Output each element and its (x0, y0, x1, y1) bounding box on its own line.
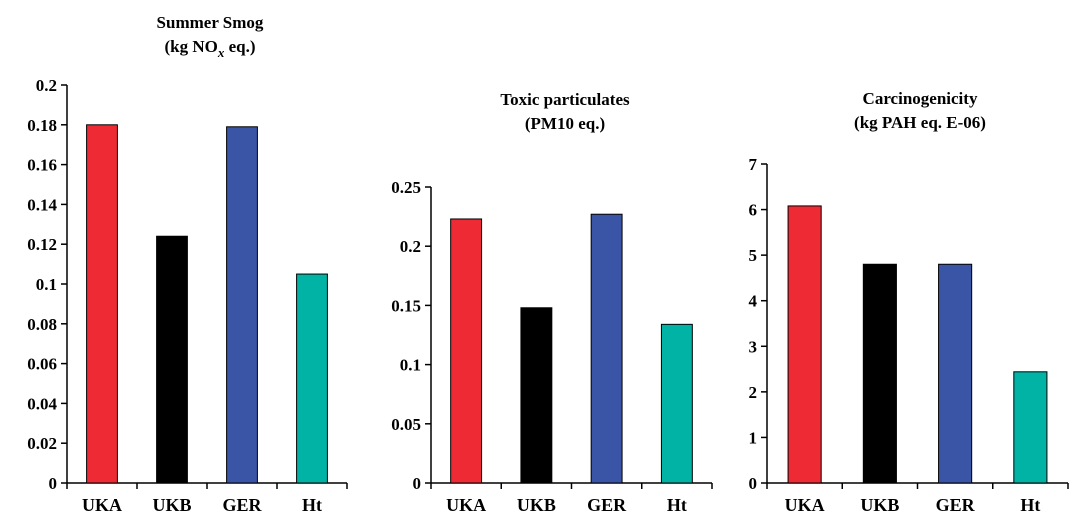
toxic-particulates-bar-ukb (521, 308, 552, 483)
toxic-particulates-category-label: Ht (667, 495, 687, 515)
summer-smog-y-tick-label: 0.16 (27, 156, 57, 175)
toxic-particulates-title: Toxic particulates (500, 90, 630, 109)
carcinogenicity-y-tick-label: 1 (749, 428, 758, 447)
summer-smog-y-tick-label: 0.18 (27, 116, 57, 135)
toxic-particulates-y-tick-label: 0.15 (391, 296, 421, 315)
carcinogenicity-y-tick-label: 0 (749, 474, 758, 493)
summer-smog-category-label: UKB (152, 495, 191, 515)
carcinogenicity-y-tick-label: 5 (749, 246, 758, 265)
summer-smog-title: Summer Smog (157, 13, 264, 32)
chart-toxic-particulates: Toxic particulates (PM10 eq.) 0 0.05 0.1 0.15… (391, 90, 712, 515)
chart-carcinogenicity: Carcinogenicity (kg PAH eq. E-06) 0 1 2 3 4 5 6 7… (749, 89, 1069, 515)
toxic-particulates-y-tick-label: 0.25 (391, 178, 421, 197)
toxic-particulates-category-label: UKA (446, 495, 486, 515)
toxic-particulates-y-tick-label: 0.05 (391, 415, 421, 434)
carcinogenicity-category-label: Ht (1020, 495, 1040, 515)
toxic-particulates-bar-uka (451, 219, 482, 483)
carcinogenicity-bar-ger (939, 264, 972, 483)
carcinogenicity-bar-ht (1014, 372, 1047, 483)
carcinogenicity-bar-ukb (863, 264, 896, 483)
chart-summer-smog: Summer Smog (kg NOx eq.) 0 0.02 0.04 0.06 0.08… (27, 13, 347, 515)
summer-smog-category-label: Ht (302, 495, 322, 515)
carcinogenicity-category-label: UKB (860, 495, 899, 515)
carcinogenicity-y-tick-label: 6 (749, 201, 758, 220)
carcinogenicity-y-tick-label: 7 (749, 155, 758, 174)
summer-smog-bar-ht (297, 274, 328, 483)
carcinogenicity-y-tick-label: 2 (749, 383, 758, 402)
carcinogenicity-bar-uka (788, 206, 821, 483)
summer-smog-subtitle: (kg NOx eq.) (164, 37, 255, 60)
summer-smog-y-tick-label: 0.06 (27, 355, 57, 374)
summer-smog-bar-uka (87, 125, 118, 483)
toxic-particulates-bar-ht (661, 324, 692, 483)
toxic-particulates-y-tick-label: 0.2 (400, 237, 421, 256)
toxic-particulates-category-label: GER (587, 495, 627, 515)
toxic-particulates-y-tick-label: 0 (413, 474, 422, 493)
summer-smog-y-tick-label: 0.08 (27, 315, 57, 334)
carcinogenicity-category-label: UKA (785, 495, 825, 515)
summer-smog-y-tick-label: 0.02 (27, 434, 57, 453)
summer-smog-y-tick-label: 0.1 (36, 275, 57, 294)
carcinogenicity-category-label: GER (936, 495, 976, 515)
toxic-particulates-y-tick-label: 0.1 (400, 356, 421, 375)
summer-smog-y-tick-label: 0.2 (36, 76, 57, 95)
toxic-particulates-bar-ger (591, 214, 622, 483)
summer-smog-bar-ukb (157, 236, 188, 483)
summer-smog-y-tick-label: 0.14 (27, 195, 57, 214)
summer-smog-y-tick-label: 0.04 (27, 394, 57, 413)
summer-smog-y-tick-label: 0 (49, 474, 58, 493)
toxic-particulates-subtitle: (PM10 eq.) (525, 114, 605, 133)
carcinogenicity-y-tick-label: 4 (749, 292, 758, 311)
carcinogenicity-y-tick-label: 3 (749, 337, 758, 356)
carcinogenicity-title: Carcinogenicity (863, 89, 978, 108)
summer-smog-bar-ger (227, 127, 258, 483)
summer-smog-category-label: UKA (82, 495, 122, 515)
summer-smog-category-label: GER (222, 495, 262, 515)
summer-smog-y-tick-label: 0.12 (27, 235, 57, 254)
carcinogenicity-subtitle: (kg PAH eq. E-06) (854, 113, 986, 132)
toxic-particulates-category-label: UKB (517, 495, 556, 515)
